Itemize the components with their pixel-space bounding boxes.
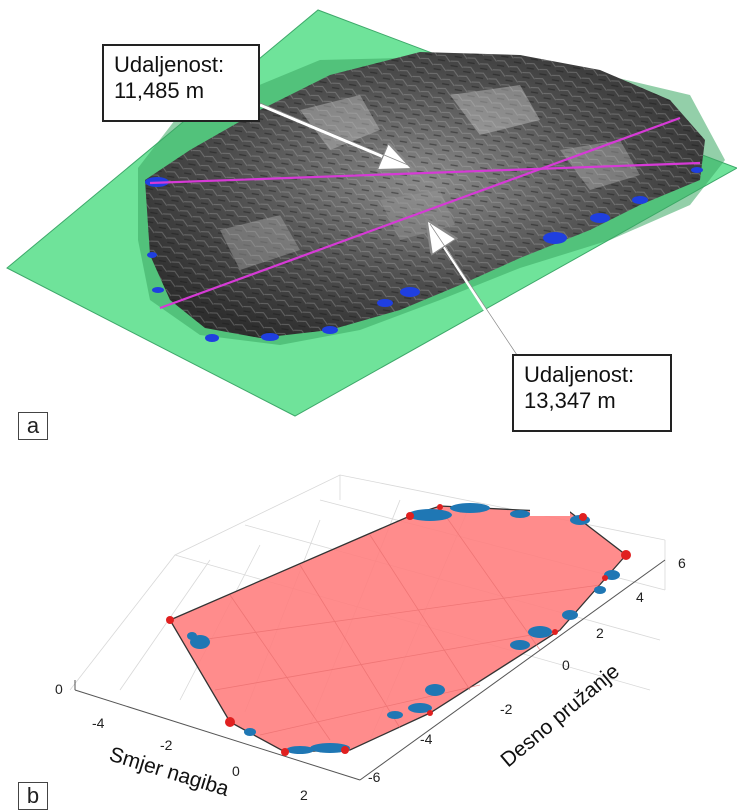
distance-callout-bottom: Udaljenost: 13,347 m	[512, 354, 672, 432]
callout-top-line1: Udaljenost:	[114, 52, 225, 77]
mask-rect	[530, 502, 570, 516]
arrow-to-line-1	[259, 103, 410, 168]
measure-line-1	[149, 161, 701, 185]
y-tick-6: 6	[678, 555, 686, 571]
panel-label-b: b	[18, 782, 48, 810]
panel-b: 0 -4 -2 0 2 -6 -4 -2 0 2 4 6 Smjer nagib…	[55, 474, 686, 803]
hull-vertices	[166, 504, 631, 756]
arrow-to-line-2	[428, 222, 517, 357]
distance-callout-top: Udaljenost: 11,485 m	[102, 44, 260, 122]
z-tick-0: 0	[55, 681, 63, 697]
x-tick-m4: -4	[92, 715, 105, 731]
measure-line-2	[159, 116, 681, 310]
data-points	[187, 503, 620, 754]
callout-bottom-value: 13,347 m	[524, 388, 616, 413]
axes	[74, 559, 666, 781]
x-tick-2: 2	[300, 787, 308, 803]
x-tick-m2: -2	[160, 737, 173, 753]
x-tick-0: 0	[232, 763, 240, 779]
y-axis-title: Desno pružanje	[496, 660, 623, 772]
y-tick-m4: -4	[420, 731, 433, 747]
callout-bottom-line1: Udaljenost:	[524, 362, 635, 387]
y-tick-0: 0	[562, 657, 570, 673]
panel-a	[6, 9, 737, 417]
y-tick-m2: -2	[500, 701, 513, 717]
y-tick-2: 2	[596, 625, 604, 641]
panel-label-a: a	[18, 412, 48, 440]
callout-top-value: 11,485 m	[114, 78, 205, 103]
convex-hull	[169, 505, 627, 753]
y-tick-m6: -6	[368, 769, 381, 785]
y-tick-4: 4	[636, 589, 644, 605]
